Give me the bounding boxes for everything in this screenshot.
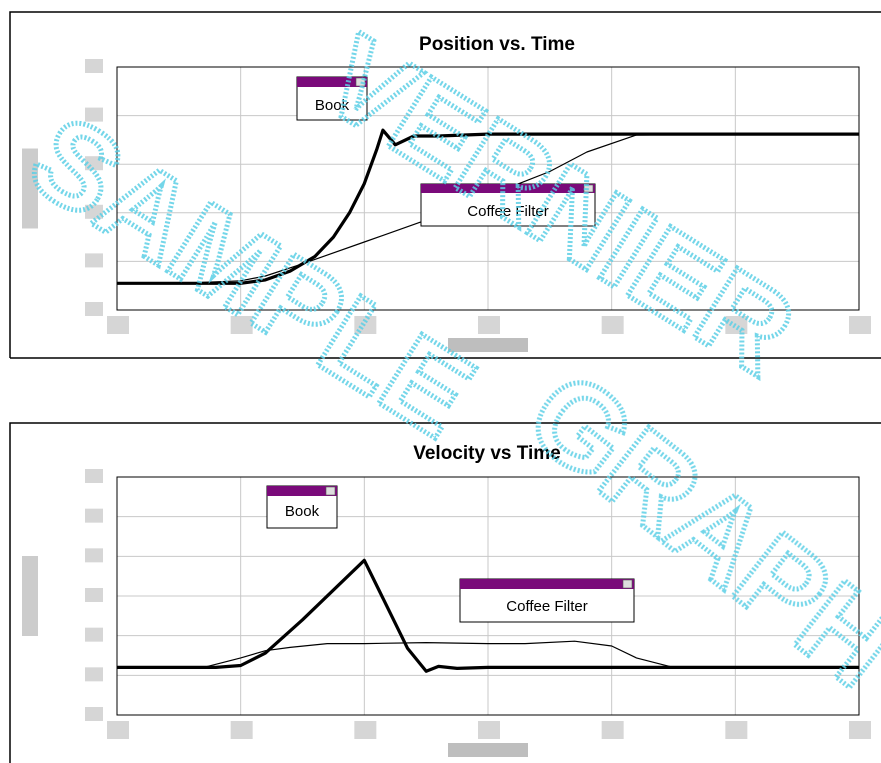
book-series-line — [117, 558, 859, 673]
label-close-icon[interactable] — [583, 184, 594, 193]
label-close-icon[interactable] — [325, 486, 336, 496]
y-axis-label-blurred — [22, 556, 38, 636]
position-book-label[interactable]: Book — [296, 76, 368, 121]
label-close-icon[interactable] — [622, 579, 633, 589]
x-tick-label-blurred — [849, 316, 871, 334]
x-tick-label-blurred — [601, 316, 624, 334]
velocity-chart: Velocity vs Time — [9, 422, 881, 763]
velocity-coffee-filter-label[interactable]: Coffee Filter — [459, 578, 635, 623]
x-tick-label-blurred — [725, 721, 748, 739]
x-tick-label-blurred — [601, 721, 624, 739]
x-tick-label-blurred — [725, 316, 748, 334]
x-tick-label-blurred — [354, 316, 377, 334]
position-chart-title: Position vs. Time — [419, 34, 575, 55]
velocity-chart-title: Velocity vs Time — [413, 443, 561, 464]
x-tick-label-blurred — [849, 721, 871, 739]
velocity-tick-labels-blurred — [22, 469, 871, 757]
x-axis-label-blurred — [448, 743, 528, 757]
label-titlebar — [297, 77, 367, 87]
y-tick-label-blurred — [85, 548, 103, 563]
velocity-series — [117, 558, 859, 673]
coffee-filter-series-line — [117, 640, 859, 668]
x-tick-label-blurred — [230, 721, 253, 739]
position-tick-labels-blurred — [22, 59, 871, 352]
x-tick-label-blurred — [107, 721, 129, 739]
label-close-icon[interactable] — [355, 77, 366, 87]
x-tick-label-blurred — [230, 316, 253, 334]
velocity-book-label[interactable]: Book — [266, 485, 338, 529]
y-tick-label-blurred — [85, 253, 103, 268]
y-tick-label-blurred — [85, 508, 103, 523]
y-tick-label-blurred — [85, 59, 103, 73]
y-tick-label-blurred — [85, 107, 103, 122]
position-book-label-text: Book — [315, 97, 350, 114]
x-tick-label-blurred — [478, 316, 500, 334]
y-tick-label-blurred — [85, 667, 103, 682]
x-tick-label-blurred — [478, 721, 500, 739]
position-plot-area — [116, 66, 860, 311]
velocity-frame — [9, 422, 881, 763]
watermark-line-graph: GRAPH — [504, 346, 881, 712]
y-tick-label-blurred — [85, 469, 103, 483]
y-tick-label-blurred — [85, 627, 103, 642]
label-titlebar — [267, 486, 337, 496]
velocity-grid — [117, 477, 859, 715]
y-tick-label-blurred — [85, 302, 103, 316]
y-axis-label-blurred — [22, 148, 38, 229]
y-tick-label-blurred — [85, 588, 103, 602]
velocity-coffee-filter-label-text: Coffee Filter — [506, 598, 587, 615]
velocity-plot-area — [116, 476, 860, 716]
label-titlebar — [421, 184, 595, 193]
velocity-book-label-text: Book — [285, 503, 320, 520]
position-coffee-filter-label-text: Coffee Filter — [467, 203, 548, 220]
position-coffee-filter-label[interactable]: Coffee Filter — [420, 183, 596, 227]
y-tick-label-blurred — [85, 204, 103, 219]
x-tick-label-blurred — [354, 721, 377, 739]
book-series-line — [117, 128, 859, 285]
position-frame — [9, 11, 881, 358]
label-titlebar — [460, 579, 634, 589]
x-tick-label-blurred — [107, 316, 129, 334]
y-tick-label-blurred — [85, 707, 103, 721]
y-tick-label-blurred — [85, 156, 103, 171]
x-axis-label-blurred — [448, 338, 528, 352]
